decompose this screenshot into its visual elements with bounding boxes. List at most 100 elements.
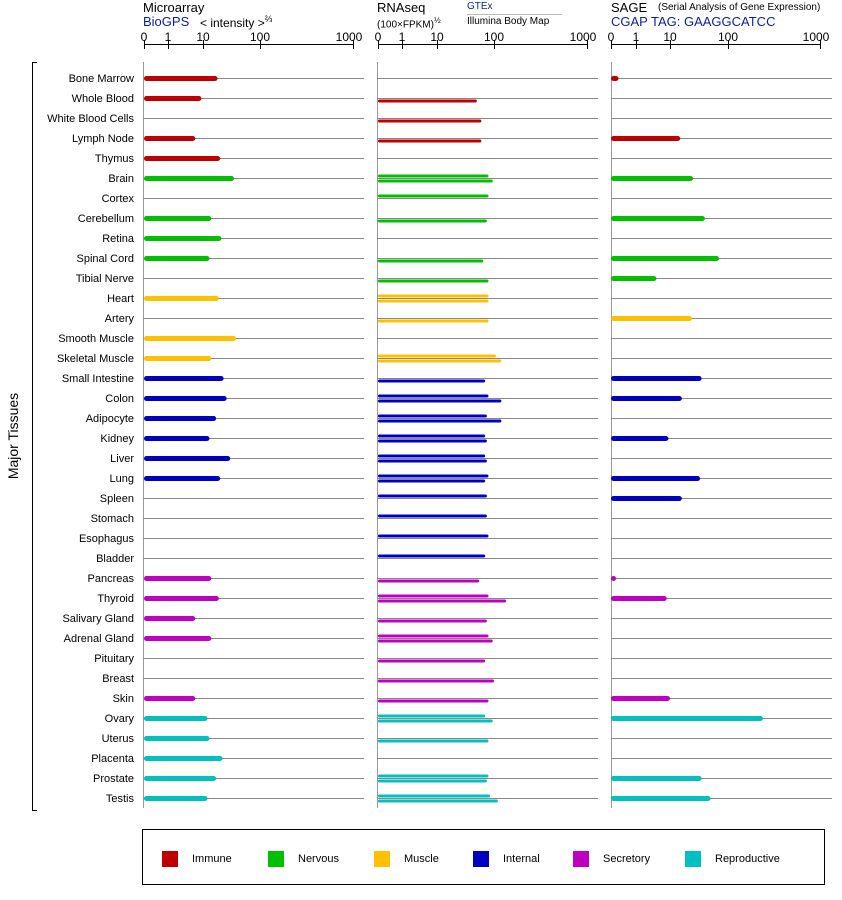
legend-swatch-immune xyxy=(162,851,178,867)
sage-bar xyxy=(611,256,720,261)
tissue-label: Lung xyxy=(110,473,134,485)
rnaseq-gtex-bar xyxy=(378,774,489,778)
sage-bar xyxy=(611,476,701,481)
microarray-bar xyxy=(144,396,227,401)
legend-item-secretory: Secretory xyxy=(573,850,650,868)
tissue-label: Colon xyxy=(105,393,134,405)
legend-swatch-internal xyxy=(473,851,489,867)
rnaseq-ibm-bar xyxy=(378,459,487,463)
rnaseq-gtex-bar xyxy=(378,714,486,718)
rnaseq-ibm-bar xyxy=(378,99,477,103)
microarray-bar xyxy=(144,636,212,641)
tissue-label: Kidney xyxy=(100,433,134,445)
microarray-bar xyxy=(144,156,221,161)
tissue-label: Brain xyxy=(108,173,134,185)
tissue-label: Testis xyxy=(106,793,135,805)
microarray-bar xyxy=(144,416,217,421)
microarray-unit-exp: ⅔ xyxy=(264,14,273,24)
tissue-label: Spinal Cord xyxy=(77,253,134,265)
rnaseq-tick-label: 1000 xyxy=(570,30,597,44)
rnaseq-ibm-bar xyxy=(378,779,487,783)
rnaseq-ibm-bar xyxy=(378,719,493,723)
rnaseq-ibm-bar xyxy=(378,139,482,143)
rnaseq-gtex-bar xyxy=(378,174,489,178)
rnaseq-ibm-bar xyxy=(378,399,502,403)
legend-label-internal: Internal xyxy=(503,853,540,865)
sage-bar xyxy=(611,576,616,581)
tissue-label: Heart xyxy=(107,293,134,305)
tissue-label: Esophagus xyxy=(79,533,135,545)
microarray-tick-label: 1 xyxy=(165,30,172,44)
rnaseq-ibm-bar xyxy=(378,579,480,583)
microarray-tick-label: 0 xyxy=(141,30,148,44)
rnaseq-unit-exp: ½ xyxy=(433,16,441,25)
microarray-bar xyxy=(144,736,210,741)
microarray-bar xyxy=(144,176,235,181)
rnaseq-ibm-bar xyxy=(378,379,486,383)
rnaseq-source-divider xyxy=(467,14,562,15)
biogps-link[interactable]: BioGPS xyxy=(143,14,190,29)
rnaseq-ibm-bar xyxy=(378,419,502,423)
sage-tick-label: 0 xyxy=(608,30,615,44)
microarray-bar xyxy=(144,476,221,481)
rnaseq-ibm-bar xyxy=(378,799,498,803)
sage-subtitle: (Serial Analysis of Gene Expression) xyxy=(658,2,821,13)
microarray-bar xyxy=(144,96,202,101)
tissue-label: Cortex xyxy=(102,193,135,205)
rnaseq-tick-label: 100 xyxy=(484,30,504,44)
sage-bar xyxy=(611,716,763,721)
microarray-unit-text: < intensity > xyxy=(200,16,265,30)
rnaseq-unit-text: (100×FPKM) xyxy=(377,19,434,31)
tissue-label: Small Intestine xyxy=(62,373,134,385)
tissue-label: Salivary Gland xyxy=(62,613,134,625)
y-group-label: Major Tissues xyxy=(5,393,21,479)
sage-tick-label: 100 xyxy=(718,30,738,44)
rnaseq-gtex-bar xyxy=(378,514,487,518)
rnaseq-ibm-bar xyxy=(378,119,482,123)
tissue-label: Prostate xyxy=(93,773,134,785)
sage-bar xyxy=(611,596,667,601)
microarray-bar xyxy=(144,616,196,621)
legend-label-secretory: Secretory xyxy=(603,853,651,865)
sage-bar xyxy=(611,796,711,801)
legend-item-reproductive: Reproductive xyxy=(685,850,780,868)
rnaseq-gtex-bar xyxy=(378,454,486,458)
microarray-bar xyxy=(144,776,217,781)
rnaseq-gtex-bar xyxy=(378,434,486,438)
microarray-unit: < intensity >⅔ xyxy=(200,14,272,30)
cgap-tag-link[interactable]: CGAP TAG: GAAGGCATCC xyxy=(611,14,776,29)
rnaseq-unit: (100×FPKM)½ xyxy=(377,16,441,30)
tissue-label: Tibial Nerve xyxy=(76,273,134,285)
tissue-label: Smooth Muscle xyxy=(58,333,134,345)
tissue-label: Bone Marrow xyxy=(69,73,134,85)
tissue-label: Lymph Node xyxy=(72,133,134,145)
tissue-label: Bladder xyxy=(96,553,134,565)
sage-tick-label: 1 xyxy=(633,30,640,44)
microarray-bar xyxy=(144,76,218,81)
sage-title: SAGE xyxy=(611,0,648,15)
sage-bar xyxy=(611,176,694,181)
rnaseq-gtex-bar xyxy=(378,414,487,418)
tissue-label: Thyroid xyxy=(97,593,134,605)
sage-bar xyxy=(611,136,681,141)
rnaseq-tick-label: 0 xyxy=(375,30,382,44)
microarray-bar xyxy=(144,236,222,241)
legend-label-muscle: Muscle xyxy=(404,853,439,865)
microarray-bar xyxy=(144,336,237,341)
legend-item-muscle: Muscle xyxy=(374,850,439,868)
tissue-label: Adrenal Gland xyxy=(64,633,134,645)
rnaseq-ibm-bar xyxy=(378,319,489,323)
sage-bar xyxy=(611,216,705,221)
legend-item-immune: Immune xyxy=(162,850,232,868)
microarray-bar xyxy=(144,596,219,601)
tissue-label: Liver xyxy=(110,453,134,465)
microarray-bar xyxy=(144,436,210,441)
microarray-title: Microarray xyxy=(143,0,205,15)
gtex-link[interactable]: GTEx xyxy=(467,1,493,12)
rnaseq-ibm-bar xyxy=(378,219,487,223)
tissue-label: Pituitary xyxy=(94,653,134,665)
illumina-body-map-label: Illumina Body Map xyxy=(467,16,550,27)
microarray-bar xyxy=(144,256,210,261)
rnaseq-gtex-bar xyxy=(378,294,489,298)
